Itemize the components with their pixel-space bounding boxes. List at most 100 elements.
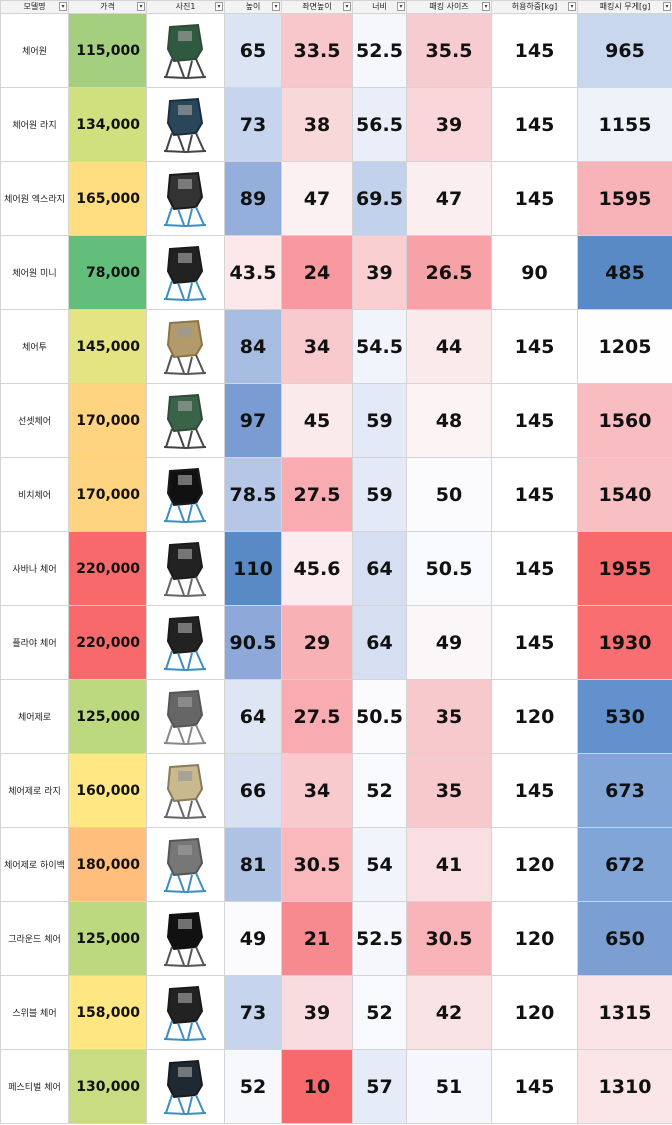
seat-height-cell[interactable]: 10 bbox=[281, 1049, 353, 1124]
width-cell[interactable]: 57 bbox=[352, 1049, 407, 1124]
max-load-cell[interactable]: 145 bbox=[491, 531, 578, 606]
width-cell[interactable]: 69.5 bbox=[352, 161, 407, 236]
width-cell[interactable]: 54.5 bbox=[352, 309, 407, 384]
pack-size-cell[interactable]: 48 bbox=[406, 383, 492, 458]
filter-dropdown-button[interactable]: ▾ bbox=[397, 2, 405, 11]
photo-cell[interactable] bbox=[146, 901, 225, 976]
max-load-cell[interactable]: 145 bbox=[491, 383, 578, 458]
pack-weight-cell[interactable]: 1930 bbox=[577, 605, 672, 680]
pack-weight-cell[interactable]: 1315 bbox=[577, 975, 672, 1050]
pack-weight-cell[interactable]: 1310 bbox=[577, 1049, 672, 1124]
pack-weight-cell[interactable]: 672 bbox=[577, 827, 672, 902]
price-cell[interactable]: 130,000 bbox=[68, 1049, 147, 1124]
filter-dropdown-button[interactable]: ▾ bbox=[59, 2, 67, 11]
model-name-cell[interactable]: 사바나 체어 bbox=[0, 531, 69, 606]
pack-size-cell[interactable]: 41 bbox=[406, 827, 492, 902]
seat-height-cell[interactable]: 27.5 bbox=[281, 457, 353, 532]
model-name-cell[interactable]: 스위블 체어 bbox=[0, 975, 69, 1050]
photo-cell[interactable] bbox=[146, 975, 225, 1050]
price-cell[interactable]: 145,000 bbox=[68, 309, 147, 384]
pack-weight-cell[interactable]: 485 bbox=[577, 235, 672, 310]
seat-height-cell[interactable]: 34 bbox=[281, 309, 353, 384]
width-cell[interactable]: 56.5 bbox=[352, 87, 407, 162]
seat-height-cell[interactable]: 27.5 bbox=[281, 679, 353, 754]
width-cell[interactable]: 64 bbox=[352, 531, 407, 606]
width-cell[interactable]: 52.5 bbox=[352, 13, 407, 88]
seat-height-cell[interactable]: 45.6 bbox=[281, 531, 353, 606]
width-cell[interactable]: 39 bbox=[352, 235, 407, 310]
model-name-cell[interactable]: 체어원 미니 bbox=[0, 235, 69, 310]
pack-size-cell[interactable]: 44 bbox=[406, 309, 492, 384]
pack-size-cell[interactable]: 49 bbox=[406, 605, 492, 680]
seat-height-cell[interactable]: 38 bbox=[281, 87, 353, 162]
price-cell[interactable]: 220,000 bbox=[68, 605, 147, 680]
filter-dropdown-button[interactable]: ▾ bbox=[137, 2, 145, 11]
photo-cell[interactable] bbox=[146, 383, 225, 458]
height-cell[interactable]: 73 bbox=[224, 975, 282, 1050]
seat-height-cell[interactable]: 30.5 bbox=[281, 827, 353, 902]
width-cell[interactable]: 59 bbox=[352, 383, 407, 458]
photo-cell[interactable] bbox=[146, 605, 225, 680]
max-load-cell[interactable]: 145 bbox=[491, 87, 578, 162]
price-cell[interactable]: 134,000 bbox=[68, 87, 147, 162]
model-name-cell[interactable]: 체어원 라지 bbox=[0, 87, 69, 162]
seat-height-cell[interactable]: 24 bbox=[281, 235, 353, 310]
max-load-cell[interactable]: 145 bbox=[491, 753, 578, 828]
price-cell[interactable]: 115,000 bbox=[68, 13, 147, 88]
photo-cell[interactable] bbox=[146, 827, 225, 902]
photo-cell[interactable] bbox=[146, 235, 225, 310]
filter-dropdown-button[interactable]: ▾ bbox=[663, 2, 671, 11]
height-cell[interactable]: 64 bbox=[224, 679, 282, 754]
height-cell[interactable]: 84 bbox=[224, 309, 282, 384]
height-cell[interactable]: 81 bbox=[224, 827, 282, 902]
model-name-cell[interactable]: 체어원 bbox=[0, 13, 69, 88]
max-load-cell[interactable]: 120 bbox=[491, 679, 578, 754]
price-cell[interactable]: 158,000 bbox=[68, 975, 147, 1050]
seat-height-cell[interactable]: 47 bbox=[281, 161, 353, 236]
filter-dropdown-button[interactable]: ▾ bbox=[568, 2, 576, 11]
max-load-cell[interactable]: 90 bbox=[491, 235, 578, 310]
filter-dropdown-button[interactable]: ▾ bbox=[215, 2, 223, 11]
max-load-cell[interactable]: 145 bbox=[491, 161, 578, 236]
max-load-cell[interactable]: 145 bbox=[491, 457, 578, 532]
filter-dropdown-button[interactable]: ▾ bbox=[272, 2, 280, 11]
pack-size-cell[interactable]: 39 bbox=[406, 87, 492, 162]
max-load-cell[interactable]: 120 bbox=[491, 901, 578, 976]
width-cell[interactable]: 64 bbox=[352, 605, 407, 680]
pack-size-cell[interactable]: 50.5 bbox=[406, 531, 492, 606]
pack-size-cell[interactable]: 26.5 bbox=[406, 235, 492, 310]
photo-cell[interactable] bbox=[146, 679, 225, 754]
pack-weight-cell[interactable]: 1205 bbox=[577, 309, 672, 384]
height-cell[interactable]: 43.5 bbox=[224, 235, 282, 310]
price-cell[interactable]: 125,000 bbox=[68, 679, 147, 754]
pack-weight-cell[interactable]: 1155 bbox=[577, 87, 672, 162]
pack-weight-cell[interactable]: 1560 bbox=[577, 383, 672, 458]
width-cell[interactable]: 52 bbox=[352, 753, 407, 828]
price-cell[interactable]: 170,000 bbox=[68, 383, 147, 458]
max-load-cell[interactable]: 145 bbox=[491, 309, 578, 384]
price-cell[interactable]: 125,000 bbox=[68, 901, 147, 976]
height-cell[interactable]: 89 bbox=[224, 161, 282, 236]
height-cell[interactable]: 97 bbox=[224, 383, 282, 458]
photo-cell[interactable] bbox=[146, 457, 225, 532]
model-name-cell[interactable]: 선셋체어 bbox=[0, 383, 69, 458]
width-cell[interactable]: 50.5 bbox=[352, 679, 407, 754]
model-name-cell[interactable]: 체어원 엑스라지 bbox=[0, 161, 69, 236]
photo-cell[interactable] bbox=[146, 87, 225, 162]
height-cell[interactable]: 110 bbox=[224, 531, 282, 606]
pack-size-cell[interactable]: 42 bbox=[406, 975, 492, 1050]
max-load-cell[interactable]: 120 bbox=[491, 975, 578, 1050]
max-load-cell[interactable]: 145 bbox=[491, 13, 578, 88]
height-cell[interactable]: 52 bbox=[224, 1049, 282, 1124]
width-cell[interactable]: 54 bbox=[352, 827, 407, 902]
width-cell[interactable]: 52 bbox=[352, 975, 407, 1050]
model-name-cell[interactable]: 체어제로 하이백 bbox=[0, 827, 69, 902]
pack-weight-cell[interactable]: 530 bbox=[577, 679, 672, 754]
width-cell[interactable]: 59 bbox=[352, 457, 407, 532]
filter-dropdown-button[interactable]: ▾ bbox=[482, 2, 490, 11]
photo-cell[interactable] bbox=[146, 753, 225, 828]
pack-weight-cell[interactable]: 673 bbox=[577, 753, 672, 828]
model-name-cell[interactable]: 비치체어 bbox=[0, 457, 69, 532]
photo-cell[interactable] bbox=[146, 13, 225, 88]
pack-weight-cell[interactable]: 650 bbox=[577, 901, 672, 976]
